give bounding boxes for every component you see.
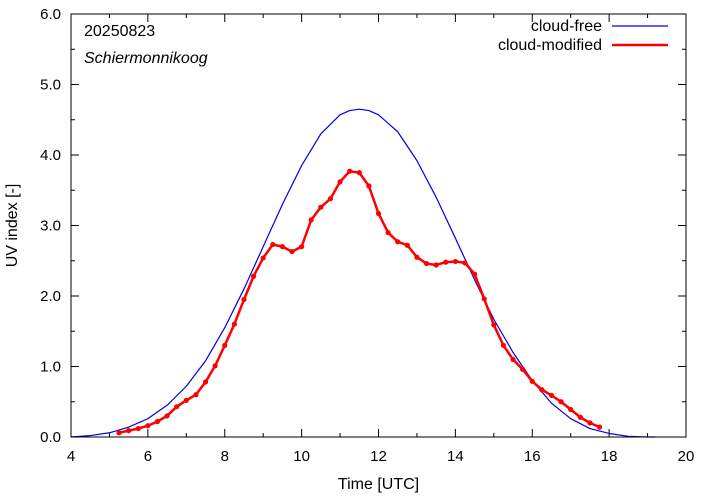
- data-point-cloud-modified: [231, 321, 237, 327]
- data-point-cloud-modified: [548, 392, 555, 399]
- data-point-cloud-modified: [289, 248, 295, 255]
- legend-label-cloud-free: cloud-free: [531, 18, 602, 35]
- data-point-cloud-modified: [433, 262, 439, 268]
- data-point-cloud-modified: [443, 259, 449, 265]
- data-point-cloud-modified: [452, 258, 458, 265]
- x-tick-label: 14: [447, 448, 464, 465]
- data-point-cloud-modified: [183, 397, 189, 403]
- y-tick-label: 5.0: [40, 77, 61, 94]
- y-tick-label: 0.0: [40, 429, 61, 446]
- data-point-cloud-modified: [500, 342, 507, 348]
- x-tick-label: 12: [370, 448, 387, 465]
- x-tick-label: 20: [678, 448, 695, 465]
- data-point-cloud-modified: [116, 430, 122, 436]
- data-point-cloud-modified: [164, 413, 170, 419]
- date-annotation: 20250823: [84, 23, 155, 40]
- y-tick-label: 3.0: [40, 218, 61, 235]
- data-point-cloud-modified: [568, 406, 574, 413]
- data-point-cloud-modified: [270, 241, 276, 248]
- y-tick-label: 6.0: [40, 6, 61, 23]
- series-line-cloud-free: [70, 108, 656, 438]
- data-point-cloud-modified: [395, 239, 401, 245]
- data-point-cloud-modified: [577, 414, 583, 420]
- data-point-cloud-modified: [375, 210, 382, 217]
- data-point-cloud-modified: [174, 404, 180, 410]
- x-tick-label: 8: [221, 448, 229, 465]
- data-point-cloud-modified: [510, 356, 516, 363]
- legend-label-cloud-modified: cloud-modified: [498, 37, 602, 54]
- y-tick-label: 1.0: [40, 359, 61, 376]
- data-point-cloud-modified: [347, 168, 353, 174]
- data-point-cloud-modified: [193, 392, 199, 398]
- data-point-cloud-modified: [462, 260, 468, 266]
- data-point-cloud-modified: [299, 244, 305, 250]
- x-tick-label: 18: [601, 448, 618, 465]
- data-point-cloud-modified: [366, 183, 372, 189]
- data-point-cloud-modified: [520, 366, 526, 372]
- y-tick-label: 4.0: [40, 147, 61, 164]
- data-point-cloud-modified: [308, 217, 314, 223]
- axis-ticks: [70, 13, 687, 438]
- x-tick-label: 16: [524, 448, 541, 465]
- data-point-cloud-modified: [385, 229, 391, 236]
- axis-tick-labels: 4 6 8 10 12 14 16 18 20 0.0 1.0 2.0 3.0 4.0 5.0 6.0: [40, 6, 694, 465]
- location-annotation: Schiermonnikoog: [84, 50, 208, 67]
- y-tick-label: 2.0: [40, 288, 61, 305]
- data-point-cloud-modified: [404, 242, 410, 248]
- data-point-cloud-modified: [491, 322, 497, 328]
- plot-frame: [70, 13, 687, 438]
- data-point-cloud-modified: [539, 387, 545, 393]
- data-point-cloud-modified: [327, 196, 334, 202]
- data-point-cloud-modified: [414, 254, 420, 260]
- data-point-cloud-modified: [529, 378, 535, 384]
- data-point-cloud-modified: [241, 296, 247, 303]
- data-point-cloud-modified: [250, 273, 257, 279]
- data-point-cloud-modified: [481, 296, 487, 302]
- data-point-cloud-modified: [423, 260, 430, 267]
- x-tick-label: 10: [293, 448, 310, 465]
- legend: cloud-free cloud-modified: [498, 18, 668, 54]
- data-point-cloud-modified: [135, 425, 141, 432]
- data-point-cloud-modified: [356, 170, 362, 176]
- data-point-cloud-modified: [126, 428, 132, 434]
- data-point-cloud-modified: [318, 204, 324, 210]
- data-point-cloud-modified: [596, 424, 603, 430]
- data-point-cloud-modified: [471, 271, 478, 277]
- data-point-cloud-modified: [337, 179, 343, 185]
- data-point-cloud-modified: [154, 418, 161, 425]
- data-point-cloud-modified: [279, 244, 286, 250]
- data-point-cloud-modified: [202, 379, 209, 385]
- x-tick-label: 4: [67, 448, 75, 465]
- data-point-cloud-modified: [222, 342, 228, 348]
- data-point-cloud-modified: [145, 423, 151, 429]
- data-point-cloud-modified: [558, 399, 564, 405]
- data-point-cloud-modified: [587, 420, 593, 426]
- plot-lines: [70, 108, 656, 438]
- data-point-cloud-modified: [212, 363, 218, 369]
- data-point-cloud-modified: [260, 255, 266, 261]
- series-line-cloud-modified: [118, 169, 601, 434]
- y-axis-label: UV index [-]: [4, 184, 21, 268]
- x-axis-label: Time [UTC]: [338, 476, 419, 493]
- x-tick-label: 6: [144, 448, 152, 465]
